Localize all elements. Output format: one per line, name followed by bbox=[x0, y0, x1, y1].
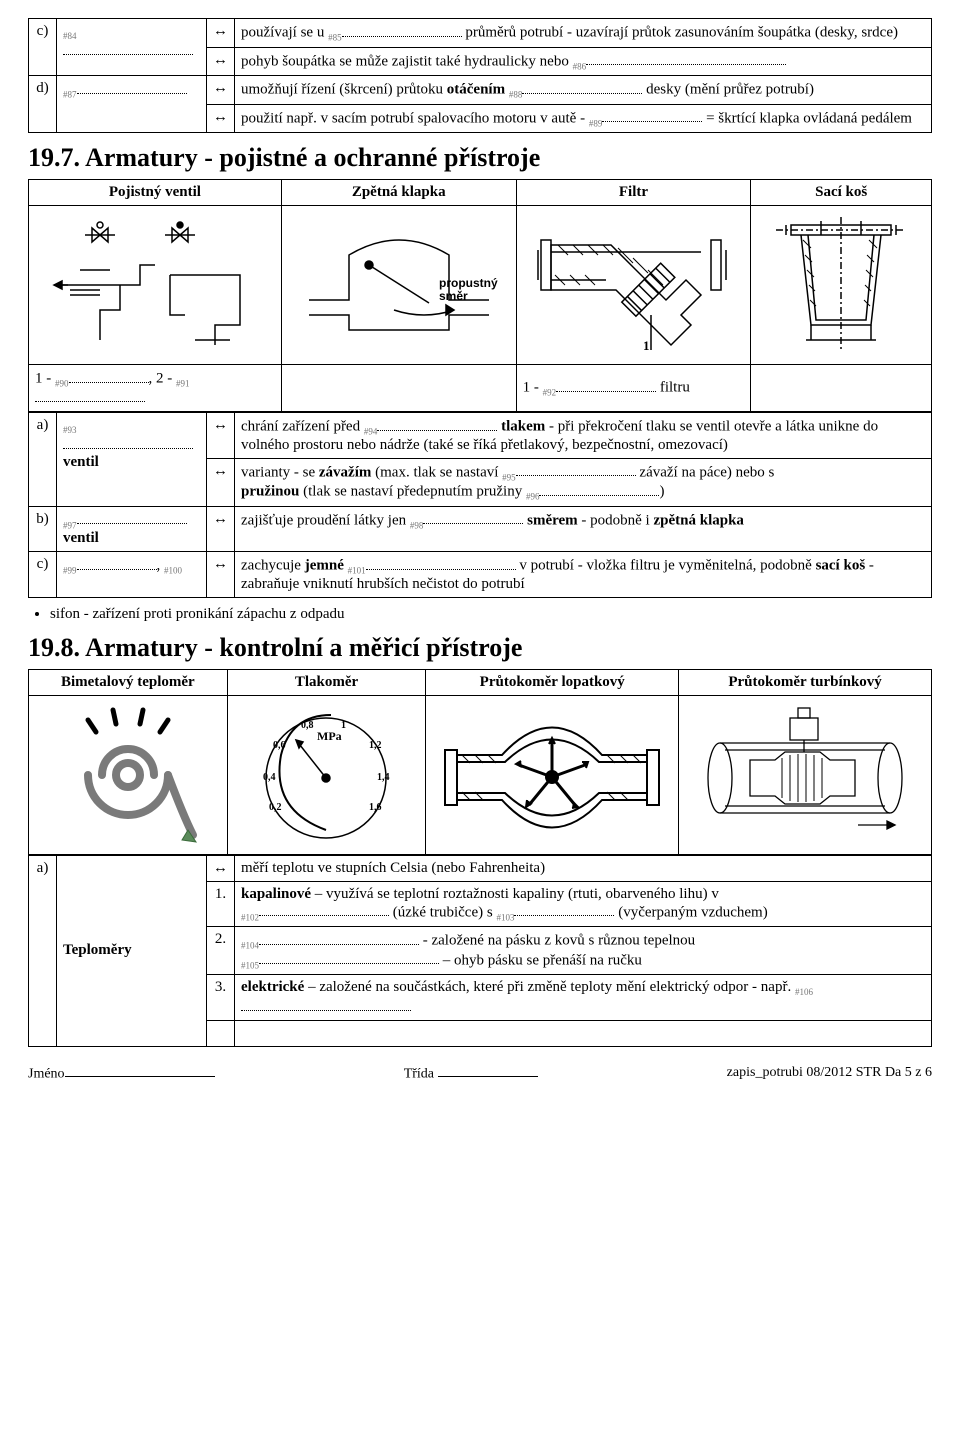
table-19-8-header: Bimetalový teploměr Tlakoměr Průtokoměr … bbox=[29, 669, 932, 695]
row-197a-label: a) bbox=[29, 413, 57, 507]
footer-pageinfo: zapis_potrubi 08/2012 STR Da 5 z 6 bbox=[727, 1065, 932, 1083]
row-197a-arrow1: ↔ bbox=[207, 413, 235, 459]
row-c-arrow1: ↔ bbox=[207, 19, 235, 48]
row-197a-text1: chrání zařízení před #94 tlakem - při př… bbox=[235, 413, 932, 459]
bullet-sifon: sifon - zařízení proti pronikání zápachu… bbox=[50, 606, 932, 623]
img-prutokomer-turbinkovy bbox=[679, 695, 932, 854]
legend-col4 bbox=[751, 365, 932, 412]
legend-col2 bbox=[281, 365, 516, 412]
row-197c-arrow: ↔ bbox=[207, 552, 235, 598]
row-198a-empty bbox=[235, 1020, 932, 1046]
table-19-7: Pojistný ventil Zpětná klapka Filtr Sací… bbox=[28, 179, 932, 412]
ref-84: #84 bbox=[63, 31, 77, 41]
table-19-7-header: Pojistný ventil Zpětná klapka Filtr Sací… bbox=[29, 180, 932, 206]
hdr-pojistny-ventil: Pojistný ventil bbox=[29, 180, 282, 206]
hdr-tlakomer: Tlakoměr bbox=[227, 669, 426, 695]
row-c-label: c) bbox=[29, 19, 57, 76]
row-197a-blank: #93 ventil bbox=[57, 413, 207, 507]
ref-87: #87 bbox=[63, 90, 77, 100]
row-d-arrow1: ↔ bbox=[207, 76, 235, 105]
gauge-tick-6: 1,4 bbox=[377, 772, 390, 783]
gauge-tick-2: 0,6 bbox=[273, 740, 286, 751]
table-19-7-legend: 1 - #90, 2 - #91 1 - #92 filtru bbox=[29, 365, 932, 412]
hdr-saci-kos: Sací koš bbox=[751, 180, 932, 206]
img-saci-kos bbox=[751, 206, 932, 365]
row-197b-arrow: ↔ bbox=[207, 506, 235, 552]
label-propustny: propustný bbox=[439, 276, 498, 290]
ref-86: #86 bbox=[573, 61, 587, 71]
label-mpa: MPa bbox=[317, 729, 342, 743]
img-tlakomer: MPa 0,2 0,4 0,6 0,8 1 1,2 1,4 1,6 bbox=[227, 695, 426, 854]
ref-89: #89 bbox=[589, 118, 603, 128]
table-19-7-images: propustný směr bbox=[29, 206, 932, 365]
hdr-prutokomer-lopatkovy: Průtokoměr lopatkový bbox=[426, 669, 679, 695]
img-pojistny-ventil bbox=[29, 206, 282, 365]
row-197c-text: zachycuje jemné #101 v potrubí - vložka … bbox=[235, 552, 932, 598]
row-c-blank: #84 bbox=[57, 19, 207, 76]
row-198a-arrow: ↔ bbox=[207, 855, 235, 881]
row-d-blank: #87 bbox=[57, 76, 207, 133]
label-smer: směr bbox=[439, 289, 468, 303]
hdr-bimetal: Bimetalový teploměr bbox=[29, 669, 228, 695]
row-197b-label: b) bbox=[29, 506, 57, 552]
row-198a-top: měří teplotu ve stupních Celsia (nebo Fa… bbox=[235, 855, 932, 881]
img-bimetal bbox=[29, 695, 228, 854]
bullet-list-sifon: sifon - zařízení proti pronikání zápachu… bbox=[50, 606, 932, 623]
img-filtr: 1 bbox=[516, 206, 751, 365]
label-filtr-1: 1 bbox=[643, 338, 650, 353]
ref-88: #88 bbox=[509, 90, 523, 100]
row-198a-label: a) bbox=[29, 855, 57, 1046]
row-d-label: d) bbox=[29, 76, 57, 133]
row-197a-text2: varianty - se závažím (max. tlak se nast… bbox=[235, 458, 932, 506]
row-198a-empty-arrow bbox=[207, 1020, 235, 1046]
row-d-text1: umožňují řízení (škrcení) průtoku otáčen… bbox=[235, 76, 932, 105]
row-197b-text: zajišťuje proudění látky jen #98 směrem … bbox=[235, 506, 932, 552]
hdr-zpetna-klapka: Zpětná klapka bbox=[281, 180, 516, 206]
heading-19-7: 19.7. Armatury - pojistné a ochranné pří… bbox=[28, 143, 932, 173]
gauge-tick-0: 0,2 bbox=[269, 802, 282, 813]
img-prutokomer-lopatkovy bbox=[426, 695, 679, 854]
gauge-tick-7: 1,6 bbox=[369, 802, 382, 813]
hdr-filtr: Filtr bbox=[516, 180, 751, 206]
page-footer: Jméno Třída zapis_potrubi 08/2012 STR Da… bbox=[28, 1065, 932, 1083]
row-d-text2: použití např. v sacím potrubí spalovacíh… bbox=[235, 104, 932, 133]
row-c-text2: pohyb šoupátka se může zajistit také hyd… bbox=[235, 47, 932, 76]
table-19-8-rows: a) Teploměry ↔ měří teplotu ve stupních … bbox=[28, 855, 932, 1047]
table-soupatka-klapky: c) #84 ↔ používají se u #85 průměrů potr… bbox=[28, 18, 932, 133]
gauge-tick-1: 0,4 bbox=[263, 772, 276, 783]
row-198a-text3: elektrické – založené na součástkách, kt… bbox=[235, 975, 932, 1021]
row-197b-blank: #97 ventil bbox=[57, 506, 207, 552]
row-c-text1: používají se u #85 průměrů potrubí - uza… bbox=[235, 19, 932, 48]
row-198a-num2: 2. bbox=[207, 927, 235, 975]
ref-85: #85 bbox=[328, 33, 342, 43]
img-zpetna-klapka: propustný směr bbox=[281, 206, 516, 365]
row-198a-name: Teploměry bbox=[57, 855, 207, 1046]
heading-19-8: 19.8. Armatury - kontrolní a měřicí přís… bbox=[28, 633, 932, 663]
legend-col3: 1 - #92 filtru bbox=[516, 365, 751, 412]
row-198a-text1: kapalinové – využívá se teplotní roztažn… bbox=[235, 881, 932, 927]
row-198a-num3: 3. bbox=[207, 975, 235, 1021]
table-19-8-images: MPa 0,2 0,4 0,6 0,8 1 1,2 1,4 1,6 bbox=[29, 695, 932, 854]
footer-class: Třída bbox=[404, 1065, 538, 1083]
table-19-8: Bimetalový teploměr Tlakoměr Průtokoměr … bbox=[28, 669, 932, 855]
gauge-tick-5: 1,2 bbox=[369, 740, 382, 751]
table-19-7-rows: a) #93 ventil ↔ chrání zařízení před #94… bbox=[28, 412, 932, 598]
row-c-arrow2: ↔ bbox=[207, 47, 235, 76]
row-197c-label: c) bbox=[29, 552, 57, 598]
footer-name: Jméno bbox=[28, 1065, 215, 1083]
row-197a-arrow2: ↔ bbox=[207, 458, 235, 506]
row-d-arrow2: ↔ bbox=[207, 104, 235, 133]
row-198a-num1: 1. bbox=[207, 881, 235, 927]
row-198a-text2: #104 - založené na pásku z kovů s různou… bbox=[235, 927, 932, 975]
hdr-prutokomer-turbinkovy: Průtokoměr turbínkový bbox=[679, 669, 932, 695]
legend-col1: 1 - #90, 2 - #91 bbox=[29, 365, 282, 412]
gauge-tick-4: 1 bbox=[341, 720, 346, 731]
gauge-tick-3: 0,8 bbox=[301, 720, 314, 731]
row-197c-blank: #99, #100 bbox=[57, 552, 207, 598]
